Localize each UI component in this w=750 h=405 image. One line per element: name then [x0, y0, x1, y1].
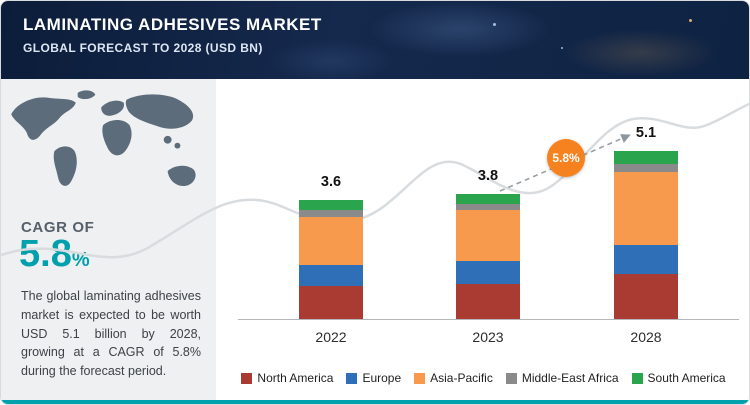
bar-segment — [299, 216, 363, 265]
bar-segment — [456, 193, 520, 204]
bar-segment — [299, 286, 363, 319]
page-title: LAMINATING ADHESIVES MARKET — [23, 15, 322, 34]
bar-segment — [614, 163, 678, 173]
bar-segment — [456, 210, 520, 262]
bar-value-label: 5.1 — [635, 124, 657, 141]
bar-segment — [299, 210, 363, 217]
bar-stack-2023: 3.8 — [456, 168, 520, 319]
bar-stack-2028: 5.1 — [614, 125, 678, 319]
cagr-description: The global laminating adhesives market i… — [21, 289, 201, 378]
bar-stack-2022: 3.6 — [299, 174, 363, 319]
x-axis-label: 2023 — [472, 329, 504, 345]
bar-segment — [299, 200, 363, 211]
bar-segment — [456, 261, 520, 285]
bar-segment — [299, 264, 363, 286]
legend-swatch-icon — [631, 372, 643, 384]
bar-segment — [614, 244, 678, 275]
header-band: LAMINATING ADHESIVES MARKET GLOBAL FOREC… — [1, 1, 749, 79]
legend-swatch-icon — [346, 372, 358, 384]
bar-segment — [614, 172, 678, 245]
chart-area: 3.6 2022 3.8 2023 5.1 2028 5.8% North America… — [216, 79, 749, 404]
bar-segment — [614, 274, 678, 319]
bar-value-label: 3.6 — [320, 174, 342, 191]
legend-swatch-icon — [241, 372, 253, 384]
legend-label: South America — [647, 371, 726, 385]
bar-segment — [456, 284, 520, 319]
plot-area: 3.6 2022 3.8 2023 5.1 2028 — [216, 79, 749, 404]
legend: North America Europe Asia-Pacific Middle-Ea… — [216, 371, 749, 385]
legend-item: North America — [241, 371, 333, 385]
legend-label: Asia-Pacific — [430, 371, 493, 385]
cagr-percent-sign: % — [71, 249, 90, 271]
sparkle-icon — [561, 47, 563, 49]
bar-value-label: 3.8 — [477, 167, 499, 184]
x-axis-label: 2028 — [630, 329, 662, 345]
world-map-icon — [11, 90, 196, 187]
legend-label: Europe — [362, 371, 402, 385]
legend-swatch-icon — [414, 372, 426, 384]
legend-label: North America — [257, 371, 334, 385]
legend-label: Middle-East Africa — [521, 371, 619, 385]
legend-item: Asia-Pacific — [414, 371, 493, 385]
bar-segment — [456, 203, 520, 211]
growth-badge: 5.8% — [547, 139, 585, 177]
cagr-number: 5.8 — [19, 233, 72, 275]
legend-item: Europe — [346, 371, 401, 385]
bottom-accent-strip — [1, 400, 749, 404]
sparkle-icon — [493, 23, 496, 26]
x-axis-label: 2022 — [315, 329, 347, 345]
sidebar: CAGR OF 5.8% The global laminating adhes… — [1, 79, 216, 404]
legend-item: Middle-East Africa — [505, 371, 619, 385]
bar-segment — [614, 150, 678, 164]
x-axis-line — [238, 319, 739, 320]
legend-swatch-icon — [505, 372, 517, 384]
cagr-value: 5.8% — [19, 233, 90, 276]
page-subtitle: GLOBAL FORECAST TO 2028 (USD BN) — [23, 41, 263, 55]
sparkle-icon — [689, 19, 692, 22]
legend-item: South America — [631, 371, 726, 385]
